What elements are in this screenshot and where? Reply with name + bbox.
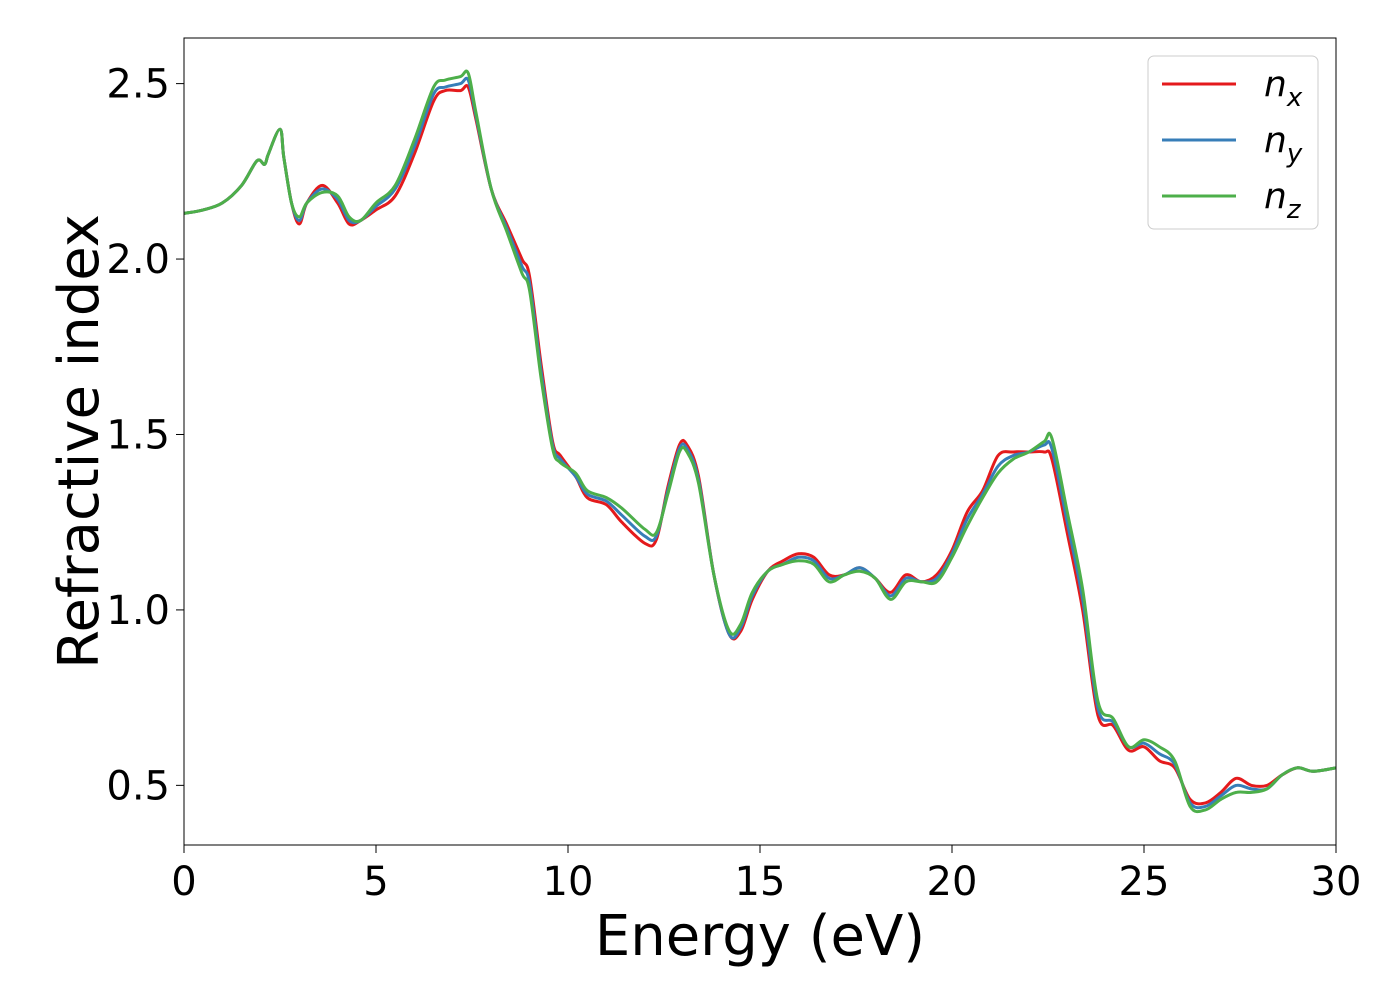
y-axis-title: Refractive index — [47, 214, 112, 669]
y-tick-label: 0.5 — [106, 763, 170, 809]
y-tick-label: 2.5 — [106, 62, 170, 108]
x-tick-label: 20 — [927, 859, 978, 905]
x-tick-label: 5 — [363, 859, 388, 905]
legend-label-nx: nx — [1264, 64, 1303, 113]
y-tick-label: 2.0 — [106, 237, 170, 283]
x-axis-title: Energy (eV) — [595, 904, 925, 969]
legend: nx ny nz — [1147, 55, 1319, 230]
legend-label-nz: nz — [1264, 176, 1302, 225]
x-tick-label: 30 — [1311, 859, 1362, 905]
y-axis-ticks: 0.5 1.0 1.5 2.0 2.5 — [106, 62, 184, 809]
x-tick-label: 15 — [735, 859, 786, 905]
y-tick-label: 1.5 — [106, 412, 170, 458]
x-tick-label: 10 — [543, 859, 594, 905]
plot-lines — [184, 69, 1336, 814]
x-tick-label: 0 — [171, 859, 196, 905]
legend-box — [1147, 55, 1319, 230]
series-line-nz — [184, 69, 1336, 814]
x-tick-label: 25 — [1119, 859, 1170, 905]
x-axis-ticks: 0 5 10 15 20 25 30 — [171, 845, 1361, 905]
legend-label-ny: ny — [1264, 120, 1303, 169]
y-tick-label: 1.0 — [106, 588, 170, 634]
